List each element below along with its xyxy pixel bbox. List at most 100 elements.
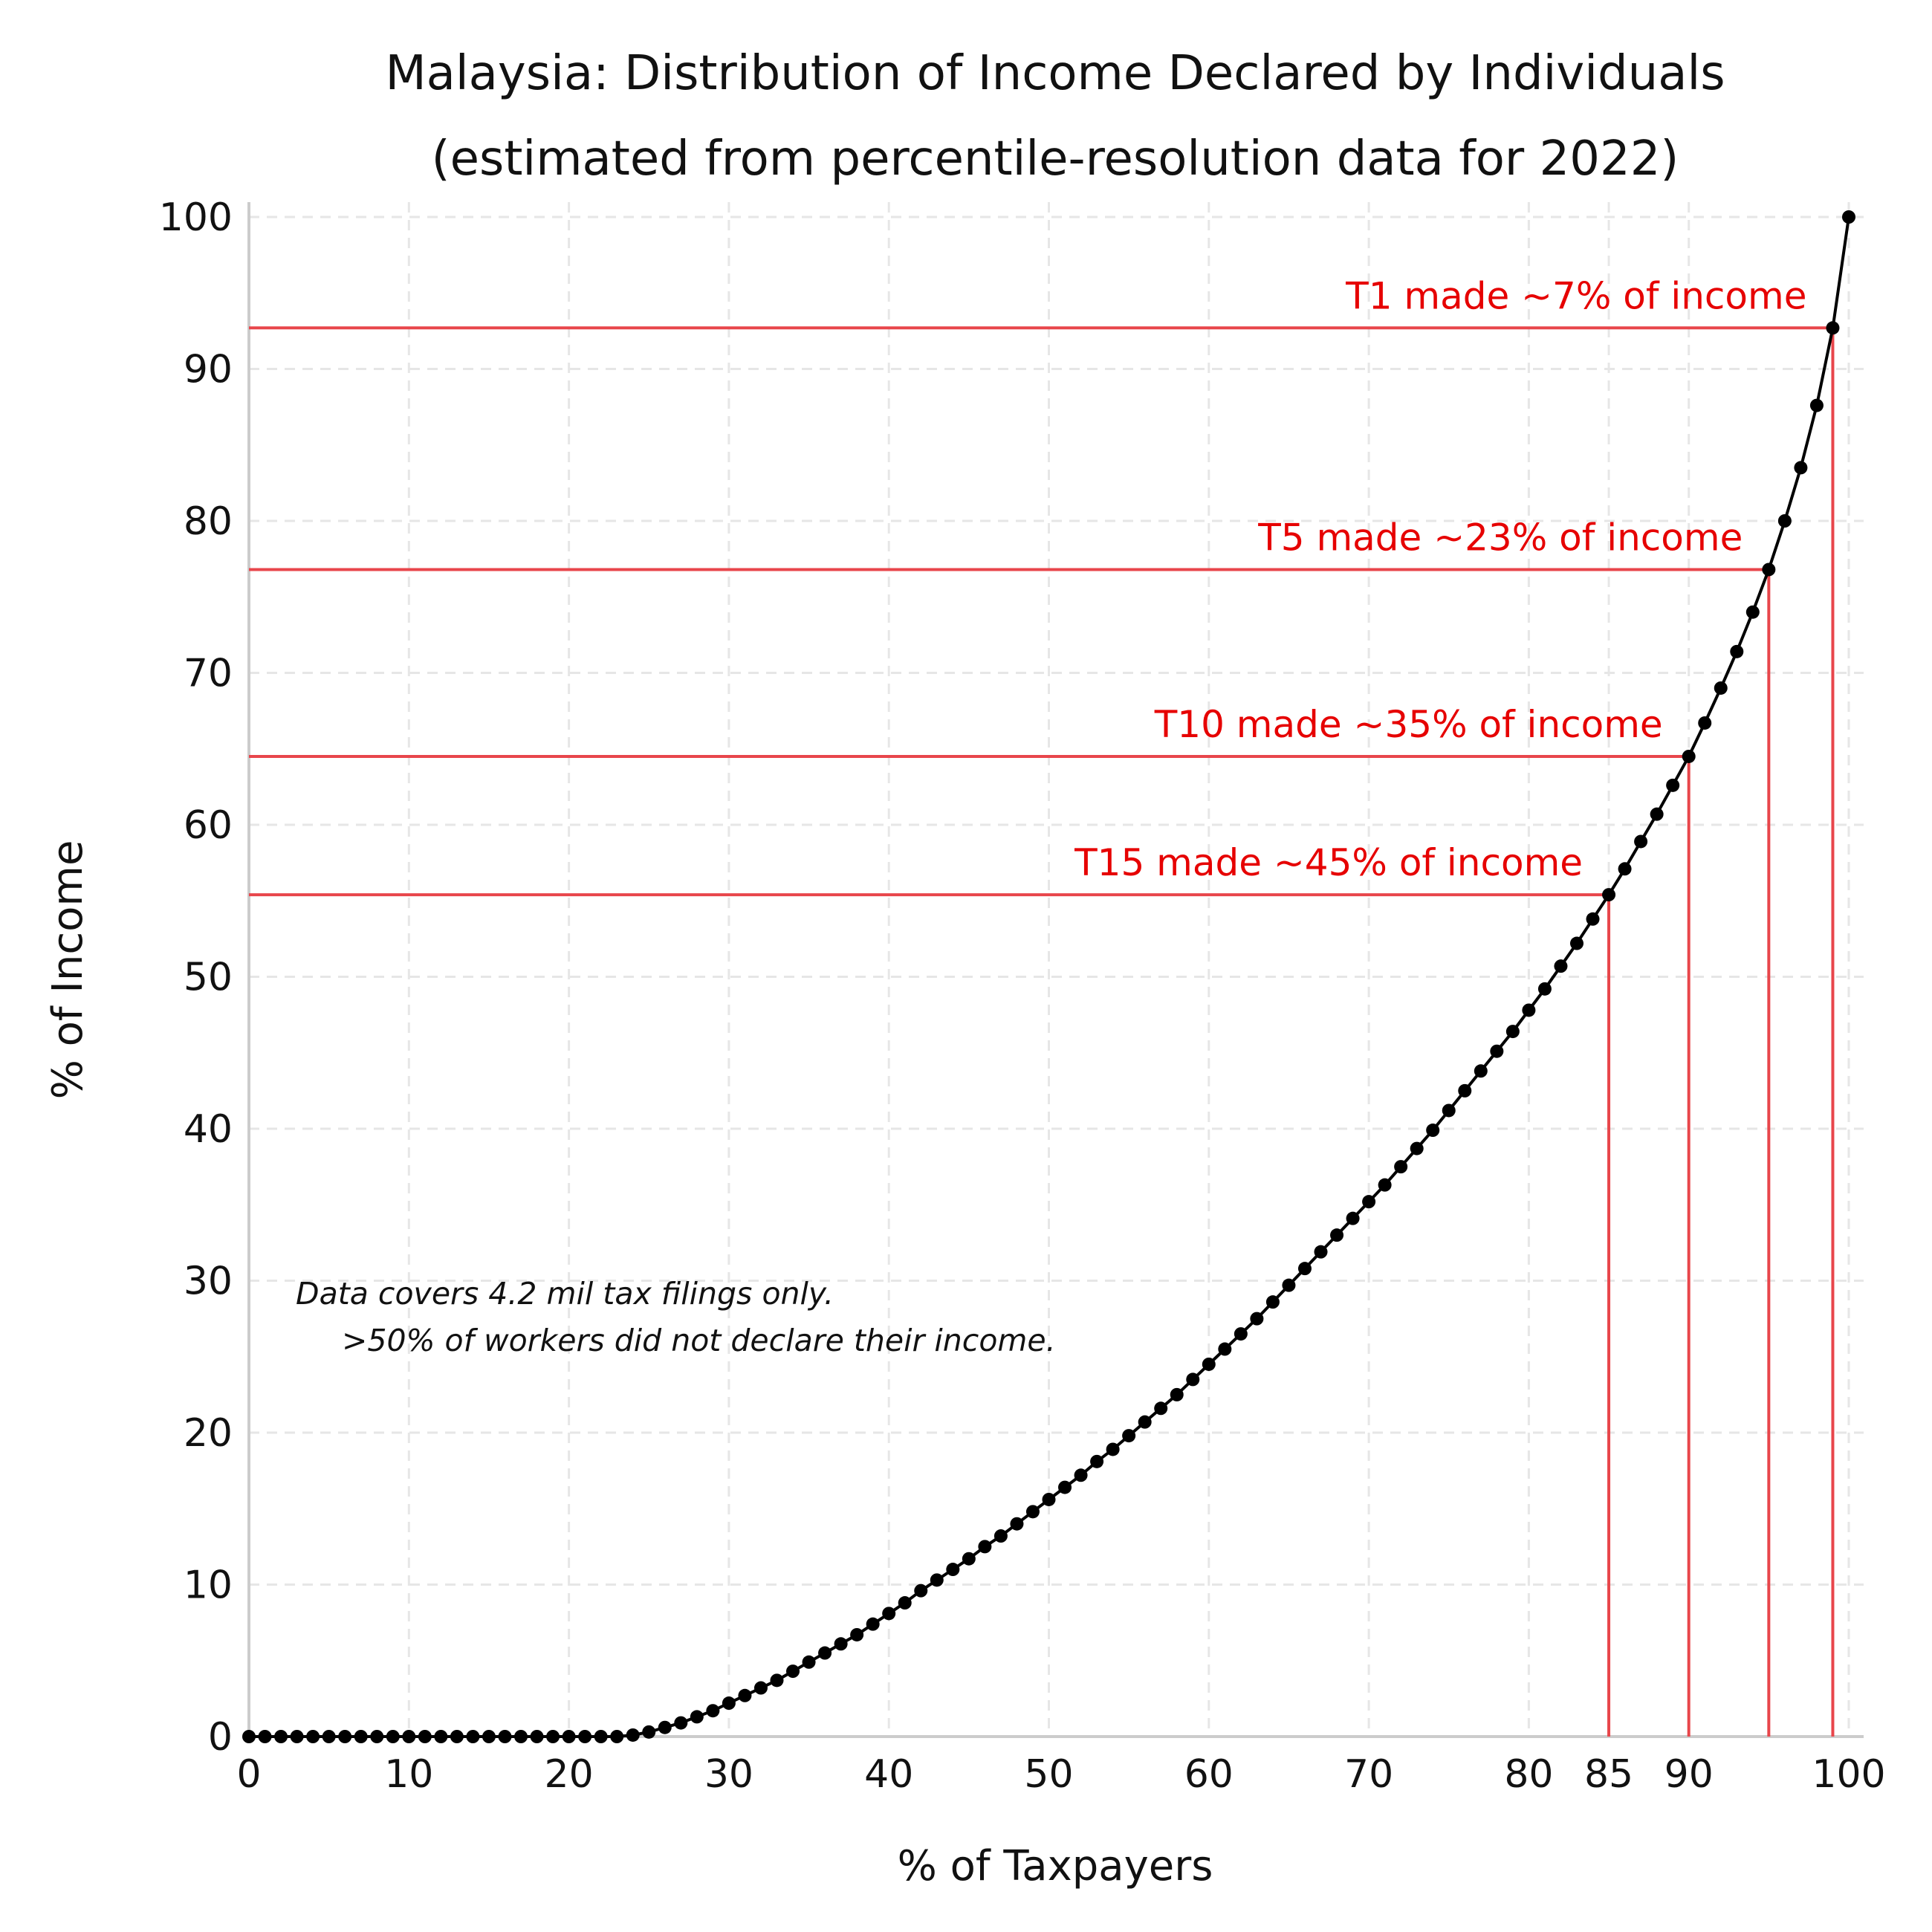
axes [247,202,1864,1738]
x-tick-label-90: 90 [1664,1752,1714,1797]
data-point-39 [866,1617,880,1631]
data-point-1 [258,1730,272,1743]
x-tick-label-20: 20 [545,1752,594,1797]
y-tick-label-80: 80 [184,499,233,544]
y-tick-label-100: 100 [159,195,233,240]
data-point-33 [770,1673,784,1688]
annotation-top-5: T5 made ~23% of income [1257,516,1743,559]
data-point-17 [514,1730,528,1743]
y-axis-label: % of Income [44,840,92,1100]
data-point-5 [322,1730,336,1743]
data-point-64 [1265,1295,1280,1309]
data-point-44 [946,1563,960,1577]
data-point-74 [1426,1124,1440,1138]
x-tick-label-80: 80 [1504,1752,1553,1797]
data-point-50 [1042,1492,1056,1506]
data-point-47 [993,1529,1008,1543]
data-point-52 [1074,1468,1088,1482]
data-point-26 [658,1720,672,1734]
data-point-79 [1505,1025,1520,1039]
data-point-99 [1826,321,1840,335]
x-tick-label-10: 10 [384,1752,433,1797]
data-point-42 [914,1583,928,1598]
x-axis-label: % of Taxpayers [898,1842,1213,1890]
data-point-61 [1218,1342,1232,1356]
x-tick-label-30: 30 [704,1752,753,1797]
data-point-89 [1666,778,1680,792]
data-point-13 [450,1730,464,1743]
data-point-20 [562,1730,576,1743]
data-point-91 [1698,716,1712,730]
data-point-82 [1554,959,1568,973]
data-point-68 [1330,1228,1344,1242]
data-point-81 [1537,982,1552,996]
data-point-38 [850,1627,864,1641]
data-point-19 [546,1730,560,1743]
data-point-86 [1618,862,1632,876]
data-point-67 [1314,1245,1328,1259]
data-point-16 [498,1730,512,1743]
data-point-53 [1090,1454,1104,1468]
data-point-87 [1634,834,1648,849]
data-point-66 [1297,1262,1312,1276]
annotation-top-15: T15 made ~45% of income [1074,841,1583,884]
data-note-line-2: >50% of workers did not declare their in… [342,1323,1056,1358]
data-point-85 [1602,888,1616,902]
data-point-7 [354,1730,368,1743]
data-point-22 [594,1730,608,1743]
data-point-62 [1234,1327,1248,1341]
x-tick-label-50: 50 [1024,1752,1073,1797]
x-tick-label-60: 60 [1184,1752,1234,1797]
data-point-12 [434,1730,448,1743]
data-point-72 [1394,1160,1408,1174]
data-point-24 [626,1728,640,1742]
data-point-97 [1794,461,1808,475]
data-point-48 [1010,1517,1024,1531]
x-tick-label-0: 0 [236,1752,261,1797]
data-point-36 [818,1646,832,1660]
data-point-9 [386,1730,400,1743]
data-point-30 [722,1696,736,1711]
data-point-70 [1362,1195,1376,1209]
data-point-28 [690,1710,704,1724]
data-point-59 [1186,1372,1200,1387]
x-tick-label-40: 40 [864,1752,913,1797]
data-point-65 [1282,1278,1296,1292]
data-point-76 [1458,1083,1472,1098]
data-point-58 [1170,1387,1184,1401]
data-point-80 [1522,1003,1536,1017]
data-point-98 [1809,398,1824,412]
data-point-41 [898,1596,912,1610]
data-point-11 [418,1730,432,1743]
data-point-60 [1202,1357,1216,1371]
data-point-56 [1138,1415,1152,1429]
data-point-77 [1474,1064,1488,1078]
data-point-21 [578,1730,592,1743]
data-point-18 [530,1730,544,1743]
y-tick-label-20: 20 [184,1411,233,1456]
data-point-4 [306,1730,320,1743]
data-point-54 [1106,1442,1120,1456]
annotation-top-1: T1 made ~7% of income [1345,274,1806,317]
data-point-57 [1154,1401,1168,1416]
y-tick-label-30: 30 [184,1260,233,1304]
data-point-40 [882,1607,896,1621]
y-tick-label-0: 0 [208,1715,233,1760]
tick-labels: 0 10 20 30 40 50 60 70 80 85 90 100 0 10 20 30 40 50 60 70 8… [159,195,1886,1797]
data-point-31 [738,1688,752,1702]
data-point-63 [1250,1312,1264,1326]
data-point-93 [1730,644,1744,658]
chart-subtitle: (estimated from percentile-resolution da… [432,132,1679,187]
data-point-3 [290,1730,304,1743]
reference-lines: T15 made ~45% of income T10 made ~35% of … [249,274,1835,1737]
data-point-8 [370,1730,384,1743]
data-point-94 [1745,605,1760,619]
data-point-2 [274,1730,288,1743]
data-point-78 [1490,1044,1504,1058]
data-point-83 [1569,936,1583,950]
data-point-49 [1025,1505,1040,1519]
data-point-43 [930,1573,944,1587]
data-point-37 [834,1637,848,1651]
data-point-25 [642,1725,656,1739]
